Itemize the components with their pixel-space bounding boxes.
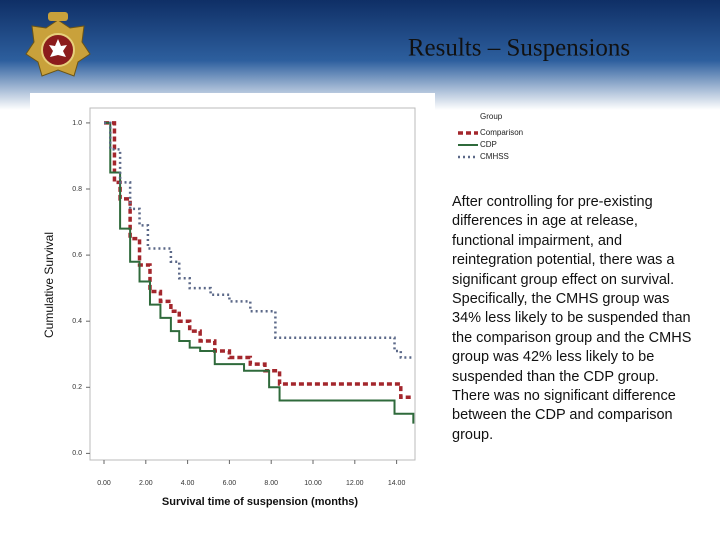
plot-frame: [89, 107, 416, 461]
survival-line: [104, 121, 414, 399]
header-band: [0, 0, 720, 110]
x-tick-label: 6.00: [223, 480, 237, 487]
x-tick-label: 2.00: [139, 480, 153, 487]
y-tick-label: 1.0: [72, 120, 82, 127]
legend-title: Group: [480, 112, 503, 121]
x-tick-label: 10.00: [304, 480, 322, 487]
legend-label: CDP: [480, 140, 497, 149]
x-tick-label: 8.00: [264, 480, 278, 487]
plot: 0.0 0.2 0.4 0.6 0.8 1.0 0.00 2.00 4.00 6.00 8.00 10…: [42, 120, 415, 508]
chart-panel: [30, 93, 435, 470]
x-axis-label: Survival time of suspension (months): [162, 496, 359, 508]
y-tick-label: 0.2: [72, 384, 82, 391]
y-tick-label: 0.4: [72, 318, 82, 325]
y-tick-label: 0.6: [72, 252, 82, 259]
x-tick-label: 14.00: [388, 480, 406, 487]
survival-line: [104, 121, 414, 359]
legend-label: Comparison: [480, 128, 523, 137]
y-tick-label: 0.8: [72, 186, 82, 193]
logo: [25, 12, 91, 77]
survival-line: [104, 121, 415, 424]
legend-label: CMHSS: [480, 152, 509, 161]
body-text: After controlling for pre-existing diffe…: [452, 194, 692, 443]
x-tick-label: 12.00: [346, 480, 364, 487]
y-axis-label: Cumulative Survival: [42, 232, 56, 338]
x-tick-label: 0.00: [97, 480, 111, 487]
y-tick-label: 0.0: [72, 450, 82, 457]
x-tick-label: 4.00: [181, 480, 195, 487]
slide-title: Results – Suspensions: [408, 35, 630, 62]
